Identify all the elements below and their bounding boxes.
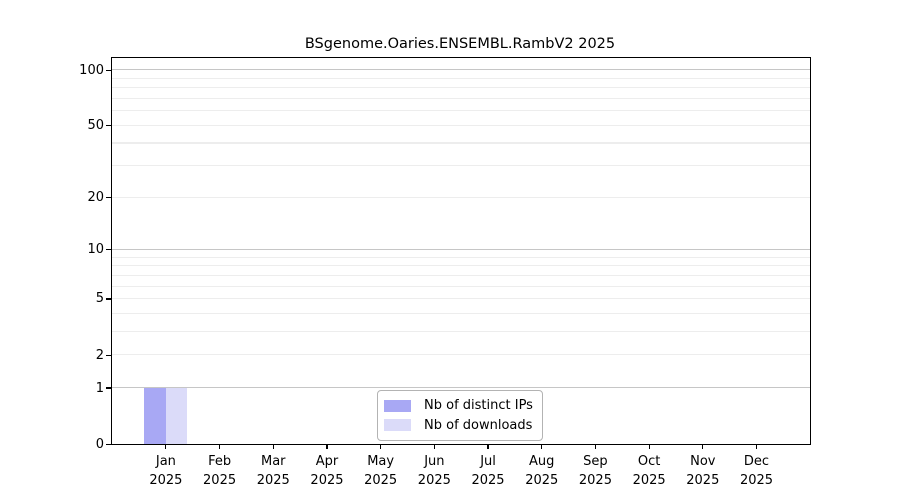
y-tick-50 xyxy=(106,124,113,127)
bar-distinct-ips-1 xyxy=(144,387,166,444)
gridline-minor-6 xyxy=(112,285,810,287)
x-tick-2 xyxy=(218,444,221,450)
y-tick-label-50: 50 xyxy=(87,118,104,133)
legend-label-downloads: Nb of downloads xyxy=(424,417,533,433)
y-tick-label-100: 100 xyxy=(79,62,104,78)
x-tick-label-8: Aug 2025 xyxy=(525,454,559,488)
y-tick-5 xyxy=(106,298,113,300)
x-tick-label-1: Jan 2025 xyxy=(149,454,183,488)
y-tick-label-5: 5 xyxy=(95,291,104,307)
plot-area xyxy=(111,57,811,445)
x-tick-8 xyxy=(541,444,543,450)
gridline-minor-20 xyxy=(112,196,810,198)
y-tick-20 xyxy=(106,196,113,198)
y-tick-1 xyxy=(106,387,113,389)
x-tick-label-7: Jul 2025 xyxy=(471,454,505,488)
x-tick-12 xyxy=(755,444,758,450)
gridline-major-1 xyxy=(112,387,810,389)
legend-label-distinct-ips: Nb of distinct IPs xyxy=(424,398,533,414)
legend-item-downloads: Nb of downloads xyxy=(384,416,533,436)
legend: Nb of distinct IPs Nb of downloads xyxy=(377,390,543,441)
x-tick-label-2: Feb 2025 xyxy=(203,454,237,488)
y-tick-label-2: 2 xyxy=(95,347,104,363)
y-tick-label-10: 10 xyxy=(87,242,104,258)
x-tick-label-4: Apr 2025 xyxy=(310,454,344,488)
x-tick-11 xyxy=(702,444,704,450)
gridline-minor-50 xyxy=(112,124,810,126)
x-tick-label-5: May 2025 xyxy=(364,454,398,488)
y-tick-10 xyxy=(106,249,113,251)
x-tick-3 xyxy=(272,444,274,450)
x-tick-label-10: Oct 2025 xyxy=(632,454,666,488)
y-tick-label-1: 1 xyxy=(95,380,104,396)
x-tick-5 xyxy=(380,444,382,450)
gridline-minor-7 xyxy=(112,274,810,276)
x-tick-9 xyxy=(594,444,597,450)
gridline-minor-40 xyxy=(112,142,810,144)
x-tick-label-12: Dec 2025 xyxy=(739,454,774,488)
y-tick-2 xyxy=(106,354,113,356)
gridline-major-10 xyxy=(112,249,810,251)
bar-downloads-1 xyxy=(165,387,188,444)
gridline-minor-8 xyxy=(112,265,810,267)
x-tick-1 xyxy=(165,444,167,450)
gridline-minor-60 xyxy=(112,110,810,112)
gridline-minor-70 xyxy=(112,97,810,100)
chart-title: BSgenome.Oaries.ENSEMBL.RambV2 2025 xyxy=(304,36,616,52)
x-tick-label-11: Nov 2025 xyxy=(686,454,720,488)
x-tick-4 xyxy=(326,444,328,450)
gridline-major-100 xyxy=(112,69,810,71)
y-tick-label-0: 0 xyxy=(95,436,104,452)
gridline-minor-80 xyxy=(112,87,810,89)
gridline-minor-9 xyxy=(112,256,810,258)
x-tick-10 xyxy=(648,444,650,450)
x-tick-label-6: Jun 2025 xyxy=(417,454,451,488)
x-tick-label-3: Mar 2025 xyxy=(256,454,290,488)
distinct-ips-swatch-icon xyxy=(384,399,411,412)
gridline-minor-2 xyxy=(112,354,810,356)
downloads-swatch-icon xyxy=(384,419,411,432)
y-tick-100 xyxy=(106,69,113,71)
gridline-minor-30 xyxy=(112,165,810,167)
gridline-minor-3 xyxy=(112,331,810,333)
gridline-minor-90 xyxy=(112,77,810,79)
x-tick-6 xyxy=(433,444,435,450)
gridline-minor-5 xyxy=(112,298,810,300)
x-tick-label-9: Sep 2025 xyxy=(578,454,612,488)
y-tick-0 xyxy=(106,443,113,445)
legend-item-distinct-ips: Nb of distinct IPs xyxy=(384,396,533,416)
x-tick-7 xyxy=(487,444,489,450)
gridline-minor-4 xyxy=(112,312,810,315)
y-tick-label-20: 20 xyxy=(87,189,104,205)
